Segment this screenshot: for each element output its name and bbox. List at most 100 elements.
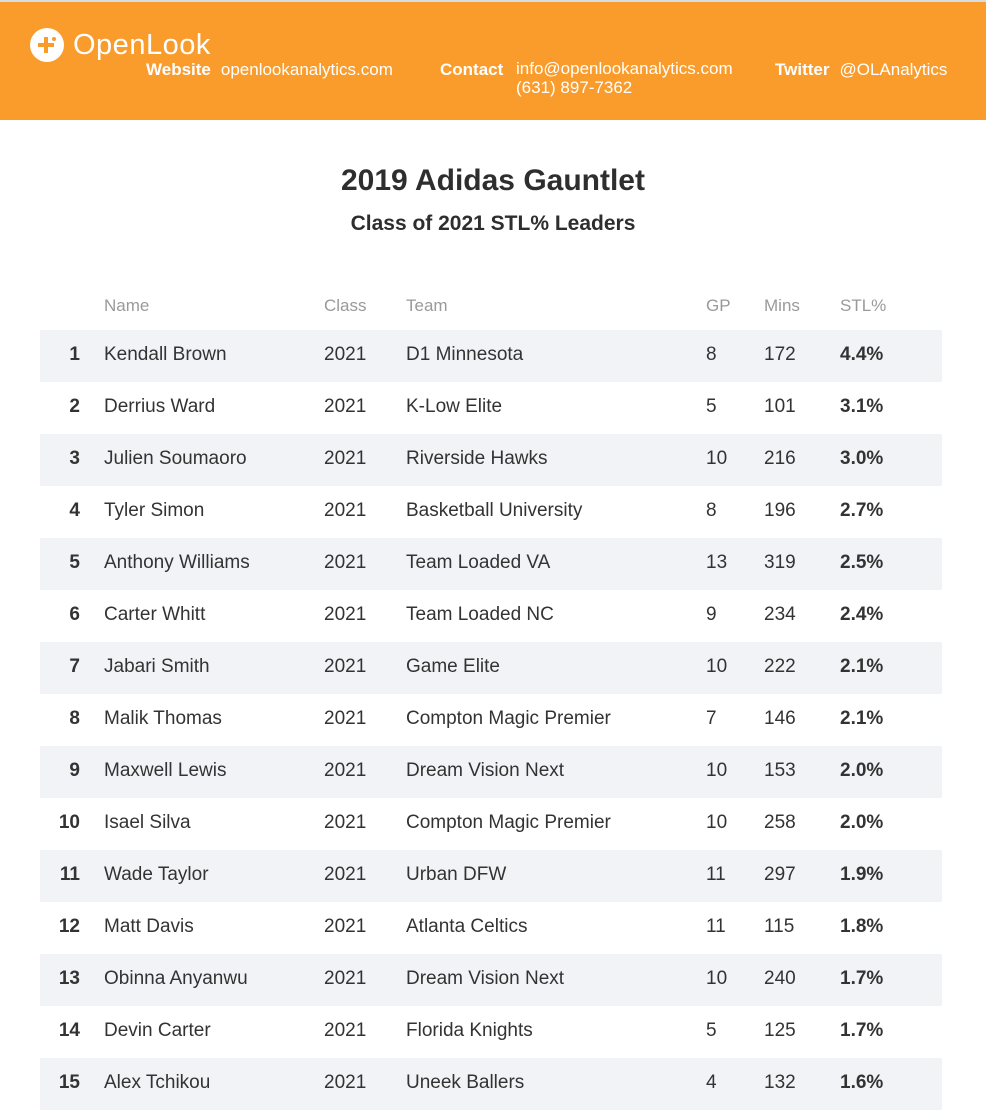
cell-stl: 2.5% [840,552,884,573]
table-row: 1 Kendall Brown 2021 D1 Minnesota 8 172 4.4% [40,330,942,382]
cell-gp: 10 [706,968,728,989]
column-header-gp: GP [706,296,731,315]
cell-team: Uneek Ballers [406,1072,525,1093]
cell-rank: 13 [58,968,80,989]
cell-mins: 240 [764,968,796,989]
cell-rank: 10 [58,812,80,833]
website-label: Website [146,60,211,79]
contact-info: info@openlookanalytics.com (631) 897-736… [516,59,733,97]
cell-team: D1 Minnesota [406,344,524,365]
page-title: 2019 Adidas Gauntlet [341,164,645,197]
table-row: 12 Matt Davis 2021 Atlanta Celtics 11 115 1.8% [40,902,942,954]
cell-gp: 11 [706,916,726,937]
openlook-logo-icon [30,28,64,62]
cell-name: Tyler Simon [104,500,205,521]
cell-mins: 153 [764,760,796,781]
cell-name: Julien Soumaoro [104,448,247,469]
twitter-handle[interactable]: @OLAnalytics [839,60,948,79]
cell-team: Team Loaded NC [406,604,554,625]
cell-gp: 8 [706,500,717,521]
contact-email[interactable]: info@openlookanalytics.com [516,59,733,78]
cell-stl: 4.4% [840,344,884,365]
cell-rank: 5 [69,552,80,573]
website-link[interactable]: openlookanalytics.com [220,60,393,79]
cell-gp: 9 [706,604,717,625]
cell-rank: 14 [58,1020,80,1041]
table-row: 14 Devin Carter 2021 Florida Knights 5 125 1.7… [40,1006,942,1058]
cell-stl: 2.7% [840,500,884,521]
cell-mins: 234 [764,604,796,625]
cell-class: 2021 [324,396,367,417]
cell-stl: 3.1% [840,396,884,417]
cell-team: Team Loaded VA [406,552,551,573]
cell-rank: 12 [58,916,80,937]
cell-mins: 216 [764,448,796,469]
cell-gp: 10 [706,448,728,469]
table-body: 1 Kendall Brown 2021 D1 Minnesota 8 172 4.4% 2 D… [40,330,942,1110]
cell-mins: 115 [764,916,795,937]
cell-gp: 8 [706,344,717,365]
cell-team: Urban DFW [406,864,507,885]
cell-rank: 9 [69,760,80,781]
website-info: Website openlookanalytics.com [146,60,393,80]
cell-name: Isael Silva [104,812,191,833]
cell-class: 2021 [324,604,367,625]
column-header-class: Class [324,296,367,315]
cell-stl: 2.0% [840,812,884,833]
brand-logo[interactable]: OpenLook [30,28,211,62]
cell-gp: 5 [706,396,717,417]
cell-team: Compton Magic Premier [406,812,611,833]
cell-gp: 11 [706,864,726,885]
cell-stl: 2.0% [840,760,884,781]
leaders-table: Name Class Team GP Mins STL% 1 Kendall Br… [40,282,942,1110]
cell-gp: 10 [706,812,728,833]
cell-rank: 1 [69,344,80,365]
cell-stl: 2.1% [840,708,884,729]
cell-class: 2021 [324,916,367,937]
cell-class: 2021 [324,812,367,833]
cell-stl: 2.4% [840,604,884,625]
cell-gp: 4 [706,1072,717,1093]
cell-stl: 1.8% [840,916,884,937]
cell-mins: 146 [764,708,796,729]
cell-name: Kendall Brown [104,344,227,365]
cell-stl: 2.1% [840,656,884,677]
cell-team: Riverside Hawks [406,448,548,469]
cell-name: Devin Carter [104,1020,211,1041]
cell-name: Malik Thomas [104,708,222,729]
cell-rank: 11 [59,864,80,885]
cell-stl: 3.0% [840,448,884,469]
cell-name: Wade Taylor [104,864,209,885]
cell-team: Atlanta Celtics [406,916,528,937]
cell-rank: 7 [69,656,80,677]
table-row: 10 Isael Silva 2021 Compton Magic Premier 10… [40,798,942,850]
cell-stl: 1.7% [840,1020,884,1041]
cell-rank: 15 [58,1072,80,1093]
table-row: 13 Obinna Anyanwu 2021 Dream Vision Next 10 2… [40,954,942,1006]
table-row: 2 Derrius Ward 2021 K-Low Elite 5 101 3.1% [40,382,942,434]
cell-class: 2021 [324,1072,367,1093]
cell-stl: 1.9% [840,864,884,885]
cell-rank: 2 [69,396,80,417]
header-banner: OpenLook Website openlookanalytics.com Co… [0,0,986,120]
table-row: 4 Tyler Simon 2021 Basketball University 8 19… [40,486,942,538]
cell-mins: 222 [764,656,796,677]
cell-class: 2021 [324,448,367,469]
cell-mins: 297 [764,864,796,885]
cell-mins: 319 [764,552,796,573]
cell-team: Basketball University [406,500,583,521]
cell-class: 2021 [324,708,367,729]
cell-rank: 6 [69,604,80,625]
table-row: 5 Anthony Williams 2021 Team Loaded VA 13 319… [40,538,942,590]
table-row: 11 Wade Taylor 2021 Urban DFW 11 297 1.9% [40,850,942,902]
table-row: 9 Maxwell Lewis 2021 Dream Vision Next 10 153… [40,746,942,798]
contact-phone[interactable]: (631) 897-7362 [516,78,633,97]
cell-mins: 132 [764,1072,796,1093]
cell-name: Carter Whitt [104,604,206,625]
cell-name: Jabari Smith [104,656,210,677]
cell-mins: 172 [764,344,796,365]
cell-class: 2021 [324,656,367,677]
cell-name: Anthony Williams [104,552,250,573]
cell-gp: 10 [706,656,728,677]
table-row: 8 Malik Thomas 2021 Compton Magic Premier 7 1… [40,694,942,746]
